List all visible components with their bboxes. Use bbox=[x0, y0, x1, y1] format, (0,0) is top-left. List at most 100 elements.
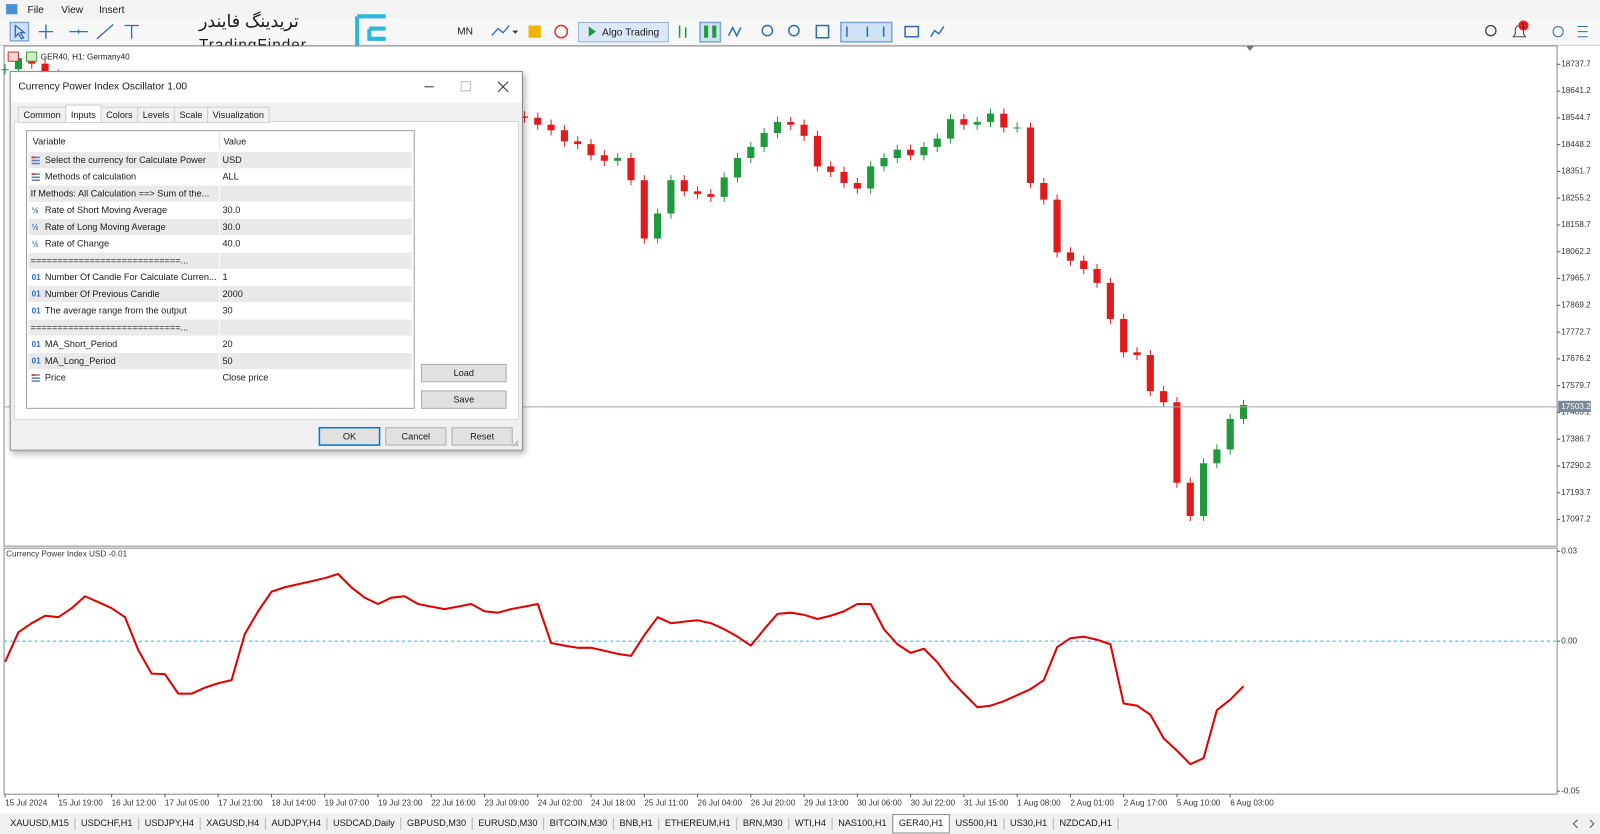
tool-hline[interactable] bbox=[69, 29, 88, 34]
chart-layer: 18737.7 18641.2 18544.7 18448.2 18351.7 18255… bbox=[1, 53, 1591, 808]
table-row[interactable] bbox=[28, 152, 413, 169]
table-row[interactable] bbox=[28, 269, 413, 286]
timeframe[interactable]: MN bbox=[457, 26, 473, 37]
candle-body bbox=[1000, 113, 1008, 128]
candle-body bbox=[827, 166, 835, 172]
dialog-tab-label[interactable]: Visualization bbox=[213, 110, 264, 120]
button[interactable] bbox=[420, 363, 507, 383]
tab-label[interactable]: US30,H1 bbox=[1010, 818, 1047, 828]
tab-label[interactable]: XAUUSD,M15 bbox=[10, 818, 69, 828]
tool-bars[interactable] bbox=[678, 25, 687, 38]
tab-label[interactable]: US500,H1 bbox=[955, 818, 997, 828]
table-row[interactable] bbox=[28, 369, 413, 386]
enum-icon-mark bbox=[31, 156, 35, 159]
candle-body bbox=[960, 119, 968, 125]
tab-label[interactable]: ETHEREUM,H1 bbox=[665, 818, 731, 828]
button[interactable] bbox=[451, 427, 513, 446]
row-value: 30 bbox=[222, 306, 232, 316]
dialog-tab-label[interactable]: Scale bbox=[180, 110, 203, 120]
tab-label[interactable]: WTI,H4 bbox=[795, 818, 826, 828]
row-variable: The average range from the output bbox=[45, 306, 187, 316]
candle-body bbox=[853, 182, 861, 189]
table-row[interactable] bbox=[28, 185, 413, 202]
button-label[interactable]: Save bbox=[453, 395, 474, 405]
menu-item[interactable]: File bbox=[28, 5, 45, 16]
algo-trading-button[interactable] bbox=[578, 21, 669, 43]
table-row[interactable] bbox=[28, 302, 413, 319]
row-variable: ============================... bbox=[31, 322, 189, 332]
tool-scroll-bg[interactable] bbox=[840, 21, 893, 43]
community-icon[interactable] bbox=[1552, 26, 1564, 38]
tab-label[interactable]: USDCHF,H1 bbox=[81, 818, 132, 828]
tab-label[interactable]: NAS100,H1 bbox=[838, 818, 886, 828]
close-button[interactable] bbox=[497, 81, 509, 93]
tool-zoom-out[interactable] bbox=[788, 24, 800, 37]
candle-body bbox=[720, 177, 728, 197]
tool-indicators[interactable] bbox=[929, 26, 945, 38]
menu-item[interactable]: View bbox=[61, 5, 84, 16]
tab-label[interactable]: BRN,M30 bbox=[743, 818, 783, 828]
table-row[interactable] bbox=[28, 219, 413, 236]
table-row[interactable] bbox=[28, 252, 413, 269]
tool-candles-bg[interactable] bbox=[699, 21, 722, 43]
menu-item[interactable]: Insert bbox=[99, 5, 125, 16]
dialog-tab-label[interactable]: Colors bbox=[106, 110, 133, 120]
tab-label[interactable]: USDJPY,H4 bbox=[145, 818, 194, 828]
tab-scroll[interactable] bbox=[1572, 819, 1595, 829]
tab-label[interactable]: GER40,H1 bbox=[899, 818, 943, 828]
tab-label[interactable]: NZDCAD,H1 bbox=[1059, 818, 1111, 828]
button[interactable] bbox=[318, 426, 381, 446]
table-row[interactable] bbox=[28, 319, 413, 336]
dialog-tab-label[interactable]: Levels bbox=[143, 110, 170, 120]
candle-body bbox=[1013, 127, 1021, 129]
tool-crosshair[interactable] bbox=[38, 24, 54, 39]
tool-line[interactable] bbox=[727, 25, 742, 38]
active-tab[interactable] bbox=[892, 814, 950, 834]
row-value: USD bbox=[222, 155, 242, 165]
tool-zoom-in[interactable] bbox=[761, 24, 774, 37]
dialog-tab-label[interactable]: Inputs bbox=[71, 110, 96, 120]
dropdown-arrow[interactable] bbox=[512, 30, 519, 34]
candle-body bbox=[640, 180, 648, 239]
button[interactable] bbox=[420, 390, 507, 409]
tool-grid[interactable] bbox=[815, 24, 830, 39]
tool-cursor[interactable] bbox=[14, 24, 27, 40]
button-label[interactable]: Cancel bbox=[402, 431, 431, 441]
tab-label[interactable]: GBPUSD,M30 bbox=[407, 818, 466, 828]
toolbar-tools[interactable] bbox=[9, 21, 139, 42]
tool-trendline[interactable] bbox=[96, 24, 114, 40]
table-row[interactable] bbox=[28, 202, 413, 219]
tool-chart-type[interactable] bbox=[491, 25, 510, 37]
tool-candles[interactable] bbox=[704, 25, 717, 38]
search-icon[interactable] bbox=[1485, 24, 1497, 37]
button[interactable] bbox=[385, 427, 447, 446]
candle-body bbox=[627, 158, 635, 181]
menu-icon[interactable] bbox=[1577, 26, 1588, 38]
toolbar-tools-2[interactable] bbox=[678, 21, 945, 43]
button-label[interactable]: Reset bbox=[470, 431, 494, 441]
table-row[interactable] bbox=[28, 286, 413, 303]
table-row[interactable] bbox=[28, 168, 413, 185]
tab-label[interactable]: AUDJPY,H4 bbox=[272, 818, 321, 828]
table-row[interactable] bbox=[28, 235, 413, 252]
tab-label[interactable]: BNB,H1 bbox=[620, 818, 653, 828]
tool-screenshot[interactable] bbox=[904, 25, 920, 38]
tab-label[interactable]: BITCOIN,M30 bbox=[550, 818, 608, 828]
dialog-tab[interactable] bbox=[207, 106, 270, 124]
tab-label[interactable]: EURUSD,M30 bbox=[478, 818, 537, 828]
tool-text[interactable] bbox=[124, 24, 139, 39]
button-label[interactable]: Load bbox=[454, 368, 474, 378]
y-tick-label: 18544.7 bbox=[1561, 113, 1591, 122]
dialog-tab-label[interactable]: Common bbox=[23, 110, 60, 120]
header-variable: Variable bbox=[33, 136, 66, 146]
tool-scroll[interactable] bbox=[846, 26, 885, 37]
table-row[interactable] bbox=[28, 352, 413, 370]
candle-body bbox=[733, 158, 742, 178]
table-row[interactable] bbox=[28, 336, 413, 353]
tab-label[interactable]: XAGUSD,H4 bbox=[206, 818, 259, 828]
tool-icon[interactable] bbox=[528, 25, 541, 38]
button-label[interactable]: OK bbox=[343, 431, 357, 441]
tool-icon[interactable] bbox=[554, 24, 569, 39]
tab-label[interactable]: USDCAD,Daily bbox=[333, 818, 395, 828]
tool-cursor-bg[interactable] bbox=[9, 21, 30, 42]
